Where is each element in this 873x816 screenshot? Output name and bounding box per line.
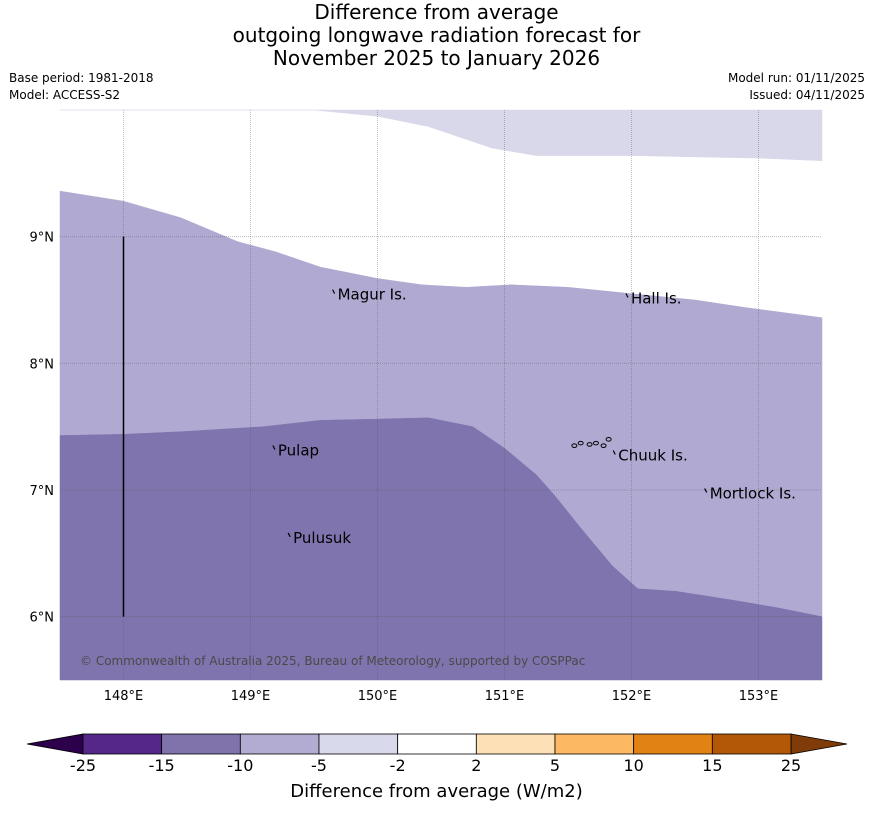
copyright-text: © Commonwealth of Australia 2025, Bureau…	[80, 654, 585, 668]
place-label: Pulap	[278, 441, 319, 459]
island-chuuk-0	[571, 443, 578, 448]
colorbar-tick-label: -5	[311, 756, 327, 775]
place-label: Pulusuk	[293, 529, 351, 547]
island-mark	[612, 450, 616, 455]
colorbar-tick-label: 5	[549, 756, 561, 775]
lat-tick-label: 9°N	[30, 231, 55, 246]
lat-tick-label: 6°N	[30, 611, 55, 626]
island-mark	[287, 532, 291, 538]
colorbar-bin	[161, 733, 241, 755]
meta-right: Model run: 01/11/2025 Issued: 04/11/2025	[728, 70, 865, 104]
colorbar-tick-label: 2	[471, 756, 482, 775]
lon-tick-label: 150°E	[358, 689, 398, 704]
meta-left: Base period: 1981-2018 Model: ACCESS-S2	[9, 70, 154, 104]
colorbar-tick-label: -15	[148, 756, 175, 775]
region-0	[60, 109, 823, 161]
colorbar-tick-label: -10	[227, 756, 254, 775]
colorbar-bin	[711, 733, 792, 755]
colorbar-bin	[318, 733, 399, 755]
model-name: Model: ACCESS-S2	[9, 88, 121, 102]
region-2	[59, 417, 823, 681]
colorbar-bin	[475, 733, 556, 755]
base-period: Base period: 1981-2018	[9, 71, 154, 85]
lat-tick-label: 7°N	[30, 484, 55, 499]
lon-tick-label: 148°E	[104, 689, 144, 704]
lon-tick-label: 153°E	[739, 689, 779, 704]
lat-tick-label: 8°N	[30, 357, 55, 372]
graticule	[60, 110, 822, 680]
colorbar-tick-label: -25	[69, 756, 97, 775]
axis-labels: 148°E 149°E 150°E 151°E 152°E 153°E 9°N 8°N 7°N 6…	[30, 231, 779, 704]
island-chuuk-3	[592, 440, 599, 446]
model-run: Model run: 01/11/2025	[727, 71, 865, 85]
island-mark	[272, 445, 276, 450]
island-mark	[625, 293, 629, 298]
colorbar-tick-label: 15	[702, 756, 723, 775]
title-line-2: outgoing longwave radiation forecast for	[232, 23, 641, 47]
island-chuuk-5	[605, 437, 612, 442]
lon-tick-label: 152°E	[612, 689, 652, 704]
island-chuuk-4	[600, 443, 607, 448]
island-chuuk-1	[577, 440, 584, 446]
colorbar-title: Difference from average (W/m2)	[290, 781, 583, 802]
title-line-3: November 2025 to January 2026	[272, 46, 601, 70]
issued-date: Issued: 04/11/2025	[749, 88, 865, 102]
island-chuuk-2	[586, 442, 593, 447]
lon-tick-label: 151°E	[485, 689, 525, 704]
place-labels: Magur Is. Hall Is. Pulap Chuuk Is. Mortlock …	[272, 286, 796, 547]
place-label: Magur Is.	[338, 286, 407, 304]
place-label: Mortlock Is.	[710, 485, 796, 503]
colorbar-bin	[239, 733, 320, 755]
colorbar-bin	[82, 733, 163, 755]
colorbar-tick-label: -2	[389, 756, 406, 775]
colorbar-tick-label: 10	[623, 756, 644, 775]
colorbar-bin	[633, 733, 713, 755]
colorbar-bin	[554, 733, 635, 755]
place-label: Chuuk Is.	[618, 447, 687, 465]
colorbar-extend-low	[26, 733, 84, 755]
forecast-regions	[59, 109, 823, 681]
island-outlines	[571, 437, 612, 448]
lon-tick-label: 149°E	[231, 689, 271, 704]
title-line-1: Difference from average	[314, 0, 559, 24]
colorbar	[26, 733, 848, 755]
colorbar-bin	[397, 733, 477, 755]
colorbar-tick-label: 25	[780, 756, 802, 775]
island-mark	[332, 289, 336, 294]
place-label: Hall Is.	[631, 289, 682, 307]
island-mark	[704, 488, 708, 493]
colorbar-extend-high	[790, 733, 848, 755]
